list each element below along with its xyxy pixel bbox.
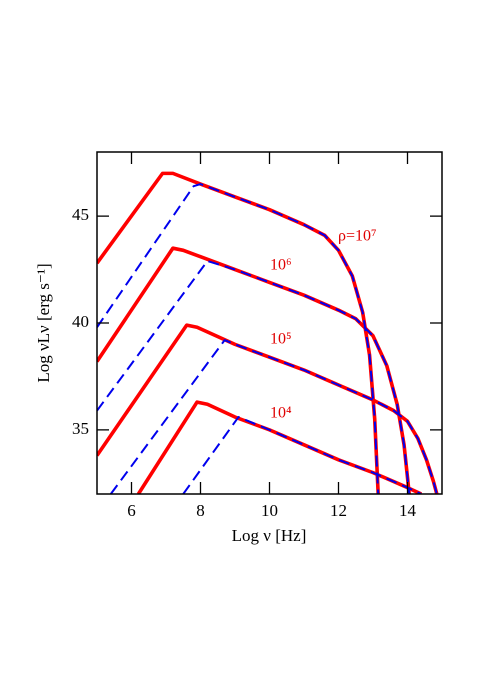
y-axis-label: Log νLν [erg s⁻¹] xyxy=(34,263,53,382)
y-tick-label: 45 xyxy=(72,205,89,224)
x-tick-label: 14 xyxy=(399,501,417,520)
x-axis-label: Log ν [Hz] xyxy=(232,526,307,545)
x-tick-label: 12 xyxy=(330,501,347,520)
annotation: 10⁶ xyxy=(270,257,292,274)
dashed-line xyxy=(97,260,411,494)
annotation: ρ=10⁷ xyxy=(338,228,377,245)
x-tick-label: 6 xyxy=(127,501,136,520)
plot-frame xyxy=(96,151,443,495)
x-tick-label: 10 xyxy=(261,501,278,520)
dashed-line xyxy=(182,416,422,494)
y-tick-label: 40 xyxy=(72,312,89,331)
solid-line xyxy=(97,246,412,494)
plot-lines xyxy=(97,171,439,494)
dashed-line xyxy=(97,183,380,494)
x-tick-label: 8 xyxy=(196,501,205,520)
dashed-line xyxy=(109,339,438,494)
annotation: 10⁴ xyxy=(270,405,292,422)
y-tick-label: 35 xyxy=(72,419,89,438)
solid-line xyxy=(97,171,380,494)
solid-line xyxy=(97,323,439,494)
annotation: 10⁵ xyxy=(270,331,292,348)
